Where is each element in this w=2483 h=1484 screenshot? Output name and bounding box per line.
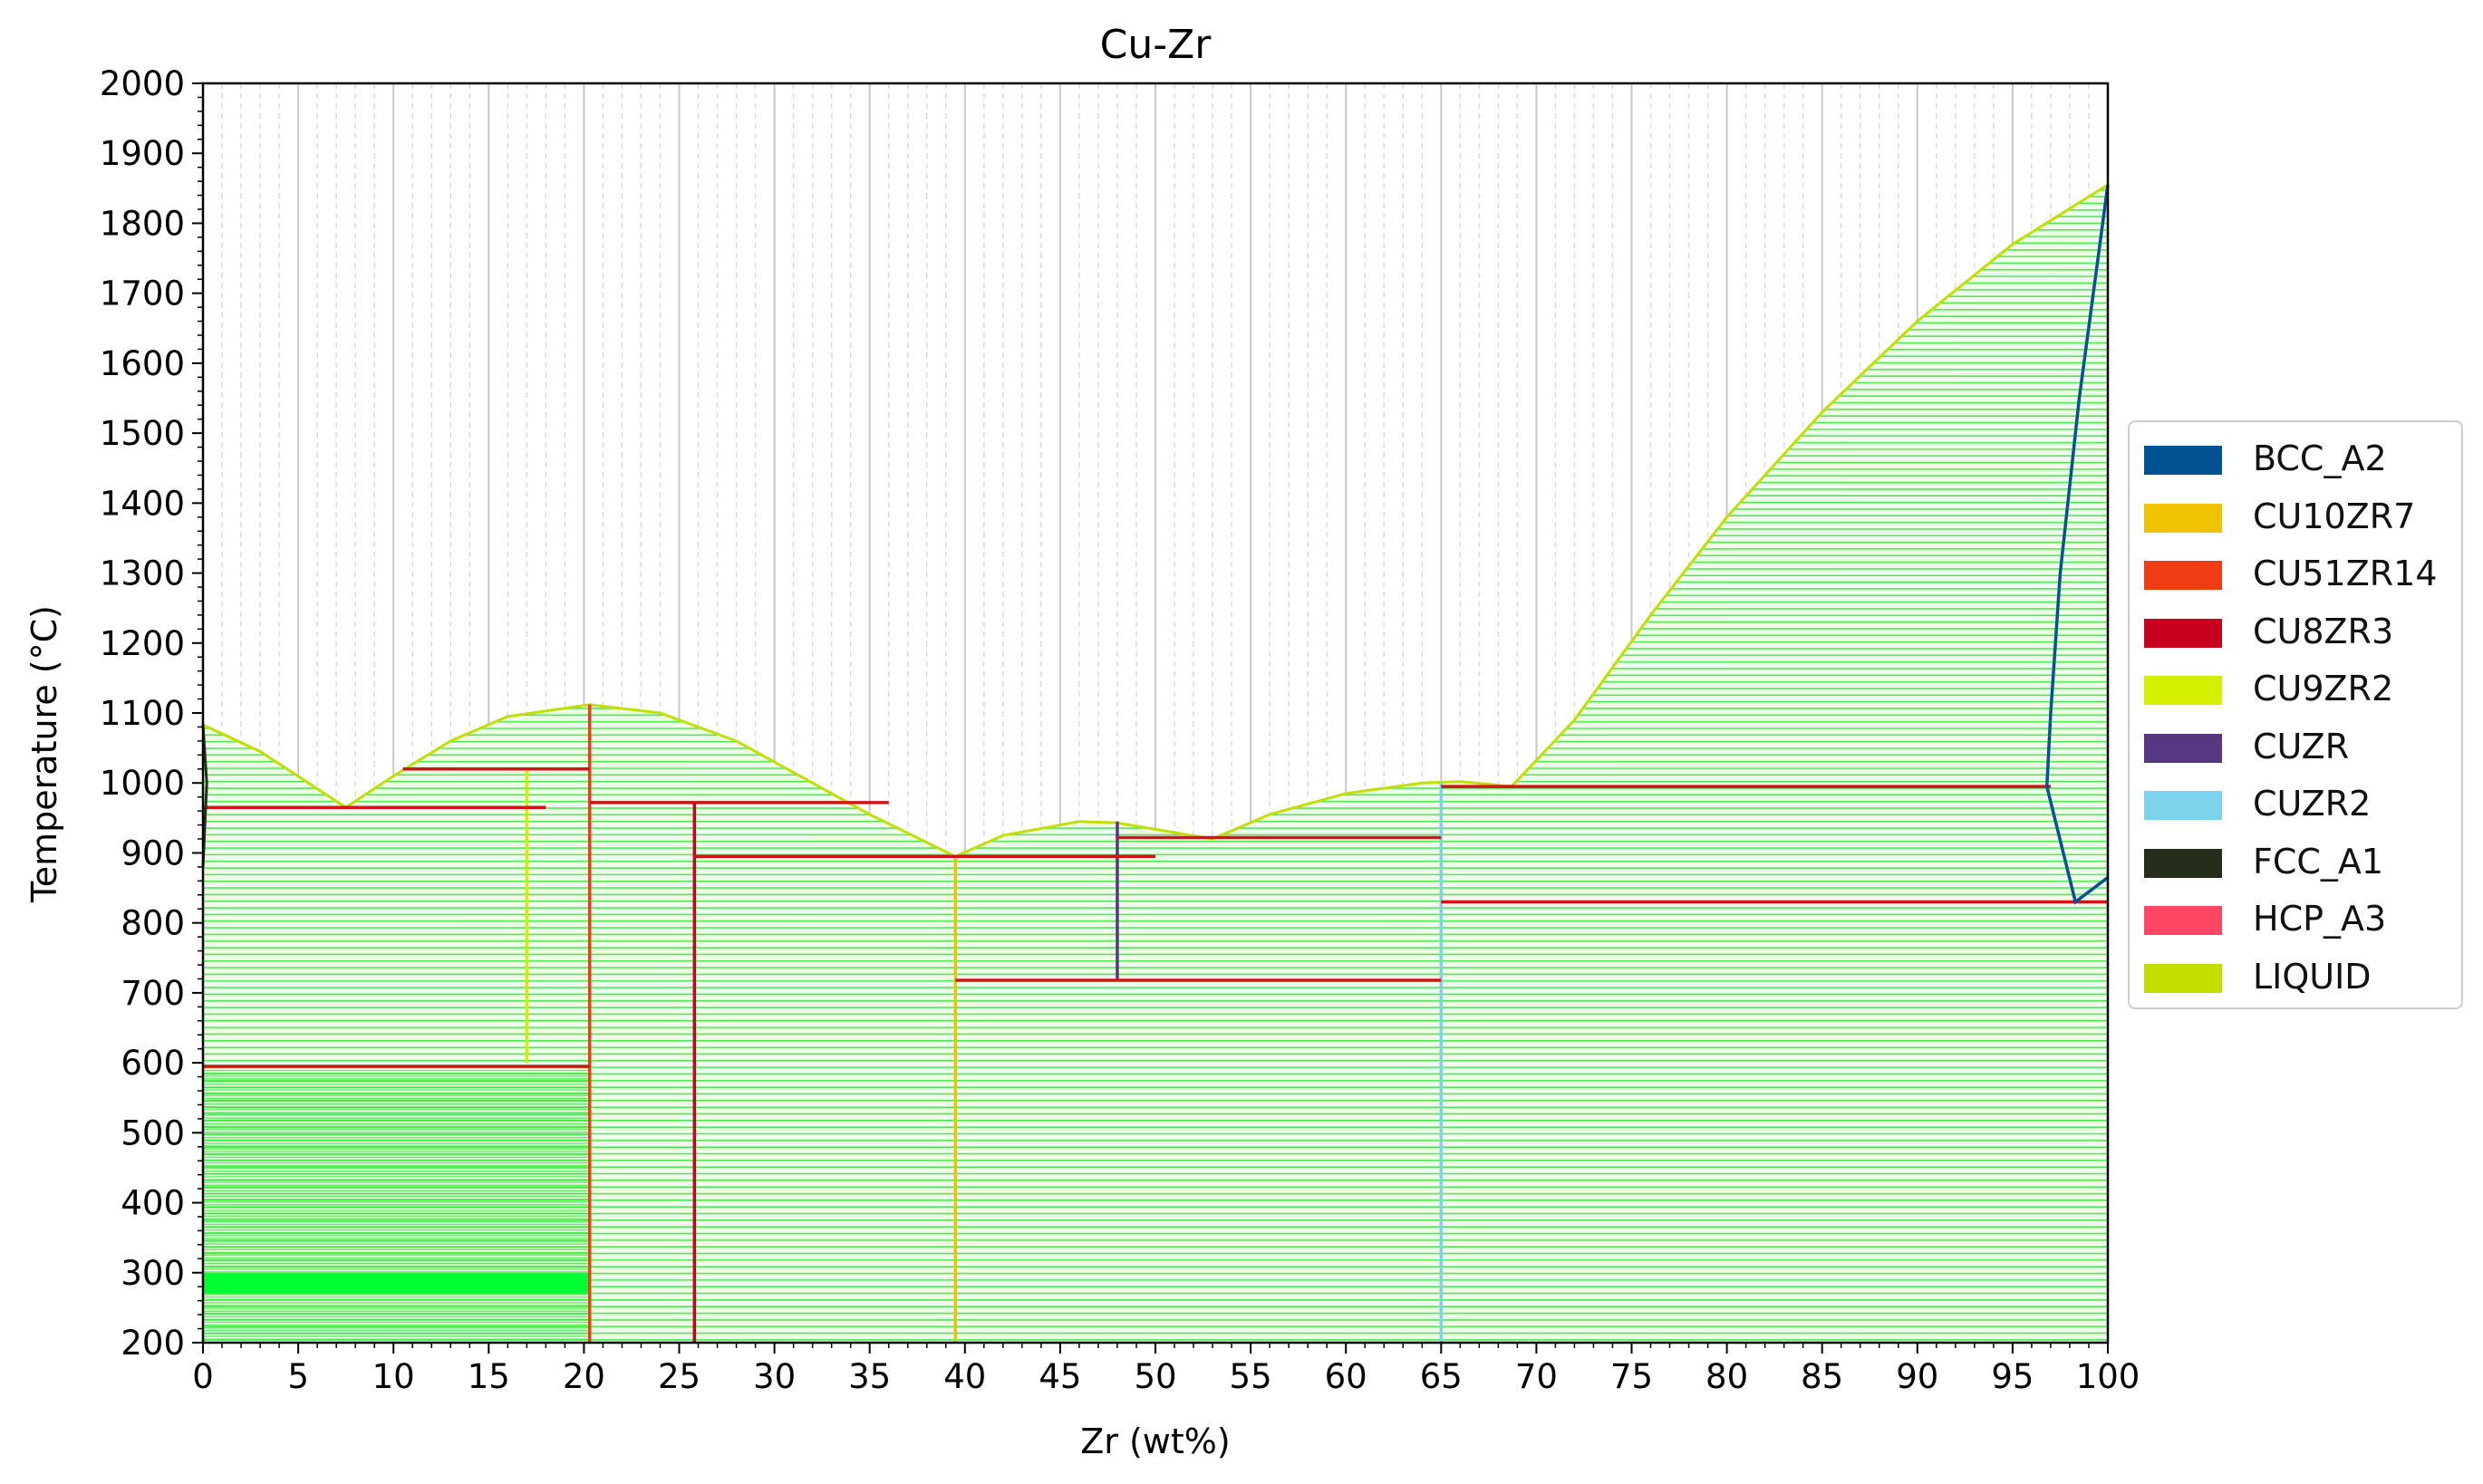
legend-label: FCC_A1 xyxy=(2253,841,2384,882)
legend-label: CUZR xyxy=(2253,726,2350,766)
legend: BCC_A2 CU10ZR7 CU51ZR14 CU8ZR3 CU9ZR2 CUZR CUZ… xyxy=(2128,420,2463,1009)
legend-label: LIQUID xyxy=(2253,956,2372,997)
legend-label: HCP_A3 xyxy=(2253,899,2387,939)
x-tick-label: 65 xyxy=(1420,1357,1463,1396)
x-tick-label: 25 xyxy=(658,1357,700,1396)
y-tick-label: 1400 xyxy=(100,484,185,523)
y-tick-label: 900 xyxy=(121,834,185,872)
legend-swatch xyxy=(2144,676,2222,705)
legend-item: CU9ZR2 xyxy=(2130,660,2461,717)
x-axis-label: Zr (wt%) xyxy=(1080,1421,1230,1461)
x-axis: 0 5 10 15 20 25 30 35 40 45 50 55 60 65 70 75 80 85 90 95 10… xyxy=(192,1343,2140,1396)
y-tick-label: 500 xyxy=(121,1113,185,1152)
legend-label: CU10ZR7 xyxy=(2253,496,2416,536)
y-tick-label: 2000 xyxy=(100,64,185,103)
legend-label: BCC_A2 xyxy=(2253,438,2387,478)
y-tick-label: 1000 xyxy=(100,764,185,803)
x-tick-label: 20 xyxy=(563,1357,605,1396)
legend-swatch xyxy=(2144,848,2222,878)
y-tick-label: 1300 xyxy=(100,554,185,593)
legend-item: FCC_A1 xyxy=(2130,833,2461,890)
x-tick-label: 55 xyxy=(1230,1357,1272,1396)
bcc-boundary-line xyxy=(2044,184,2110,905)
y-axis-label: Temperature (°C) xyxy=(24,605,64,903)
x-tick-label: 80 xyxy=(1705,1357,1748,1396)
y-tick-label: 200 xyxy=(121,1324,185,1363)
x-tick-label: 0 xyxy=(192,1357,214,1396)
y-tick-label: 1200 xyxy=(100,624,185,663)
legend-item: CU10ZR7 xyxy=(2130,487,2461,544)
legend-label: CU8ZR3 xyxy=(2253,611,2394,651)
legend-label: CU9ZR2 xyxy=(2253,669,2394,708)
legend-swatch xyxy=(2144,963,2222,993)
legend-swatch xyxy=(2144,733,2222,763)
legend-label: CUZR2 xyxy=(2253,784,2372,824)
x-tick-label: 95 xyxy=(1991,1357,2034,1396)
y-tick-label: 1700 xyxy=(100,275,185,313)
phase-fill xyxy=(203,184,2108,1343)
plot-area: 0 5 10 15 20 25 30 35 40 45 50 55 60 65 70 75 80 85 90 95 10… xyxy=(100,64,2140,1396)
chart-title: Cu-Zr xyxy=(1100,22,1213,68)
legend-item: CU8ZR3 xyxy=(2130,602,2461,660)
y-tick-label: 1500 xyxy=(100,414,185,453)
x-tick-label: 90 xyxy=(1896,1357,1938,1396)
legend-item: CU51ZR14 xyxy=(2130,544,2461,602)
y-tick-label: 1800 xyxy=(100,204,185,243)
x-tick-label: 50 xyxy=(1134,1357,1176,1396)
x-tick-label: 100 xyxy=(2076,1357,2140,1396)
legend-swatch xyxy=(2144,561,2222,590)
x-tick-label: 70 xyxy=(1515,1357,1558,1396)
y-tick-label: 1600 xyxy=(100,344,185,383)
x-tick-label: 35 xyxy=(848,1357,891,1396)
x-tick-label: 5 xyxy=(287,1357,309,1396)
y-tick-label: 1100 xyxy=(100,694,185,733)
legend-item: LIQUID xyxy=(2130,948,2461,1005)
x-tick-label: 40 xyxy=(943,1357,986,1396)
legend-item: CUZR xyxy=(2130,718,2461,775)
legend-swatch xyxy=(2144,618,2222,648)
x-tick-label: 45 xyxy=(1039,1357,1081,1396)
legend-item: CUZR2 xyxy=(2130,775,2461,832)
y-tick-label: 800 xyxy=(121,904,185,943)
fcc-boundary-line xyxy=(201,725,208,867)
legend-item: BCC_A2 xyxy=(2130,429,2461,487)
liquidus-line xyxy=(202,183,2109,858)
y-axis: 200 300 400 500 600 700 800 900 1000 1100 1200 1300… xyxy=(100,64,203,1363)
x-tick-label: 60 xyxy=(1325,1357,1367,1396)
y-tick-label: 700 xyxy=(121,974,185,1013)
y-tick-label: 300 xyxy=(121,1254,185,1293)
legend-swatch xyxy=(2144,446,2222,475)
x-tick-label: 10 xyxy=(372,1357,415,1396)
legend-item: HCP_A3 xyxy=(2130,890,2461,947)
x-tick-label: 15 xyxy=(468,1357,510,1396)
legend-swatch xyxy=(2144,503,2222,533)
x-tick-label: 30 xyxy=(753,1357,796,1396)
y-tick-label: 1900 xyxy=(100,134,185,173)
y-tick-label: 400 xyxy=(121,1184,185,1223)
legend-swatch xyxy=(2144,906,2222,935)
legend-swatch xyxy=(2144,791,2222,820)
legend-label: CU51ZR14 xyxy=(2253,554,2438,593)
two-phase-region xyxy=(203,184,2108,1343)
x-tick-label: 75 xyxy=(1610,1357,1653,1396)
x-tick-label: 85 xyxy=(1801,1357,1843,1396)
y-tick-label: 600 xyxy=(121,1044,185,1083)
